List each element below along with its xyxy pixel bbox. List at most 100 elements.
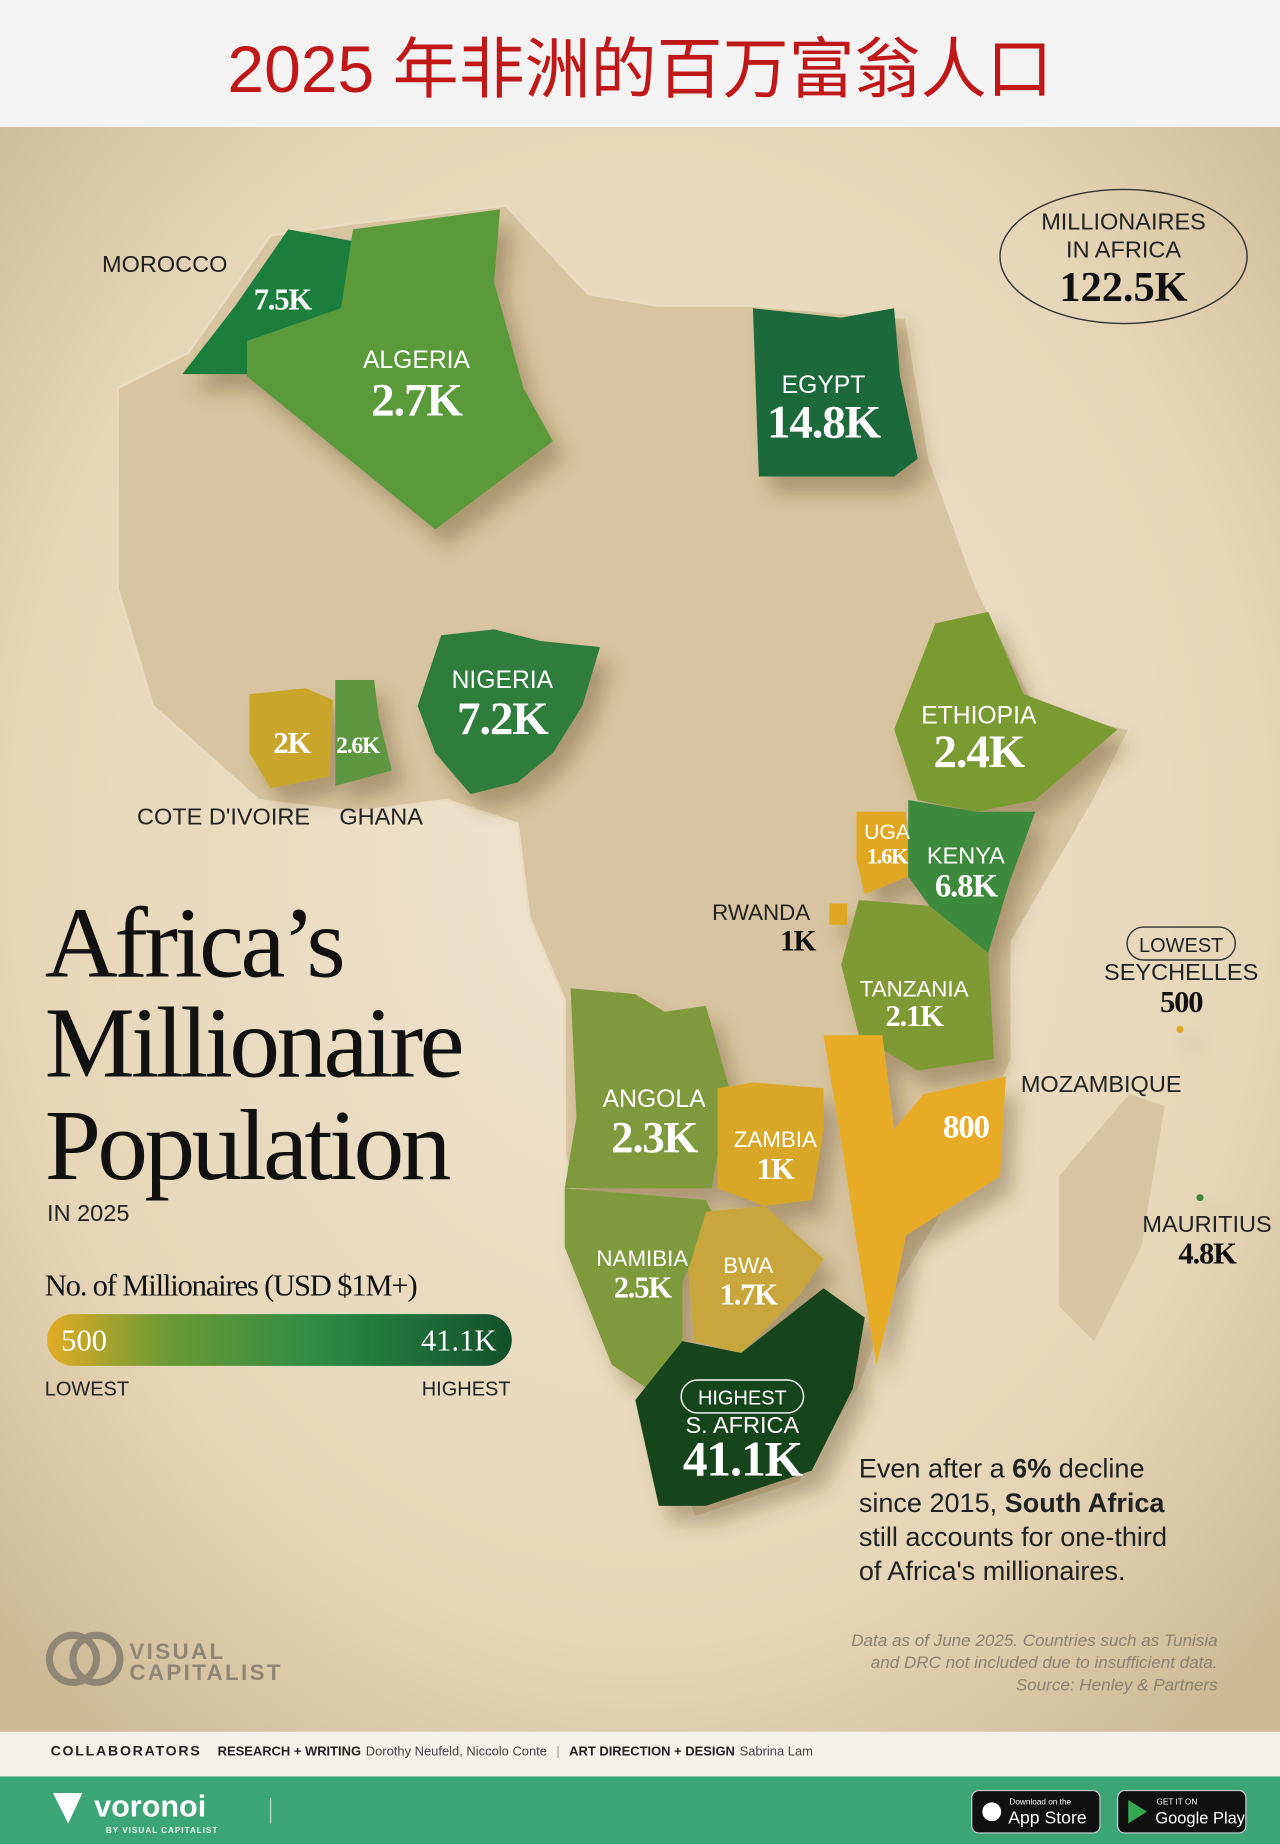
note: Data as of June 2025. Countries such as … [851, 1631, 1217, 1650]
main-title: Millionaire [45, 986, 462, 1098]
legend-min: 500 [61, 1324, 107, 1358]
note: and DRC not included due to insufficient… [871, 1653, 1218, 1672]
cote-divoire-shape [249, 688, 333, 789]
callout: Even after a 6% decline since 2015, South… [859, 1454, 1167, 1586]
country-value: 2.5K [614, 1271, 673, 1305]
main-title: Africa’s [45, 886, 343, 998]
seychelles-dot [1176, 1025, 1184, 1033]
mauritius-dot [1196, 1194, 1204, 1202]
mozambique-shape [823, 1035, 1006, 1365]
country-value: 1K [780, 926, 817, 958]
zambia-shape [717, 1082, 824, 1206]
country-name: ALGERIA [363, 347, 471, 374]
callout-text: of Africa's millionaires. [859, 1556, 1126, 1586]
badge: HIGHEST [698, 1388, 787, 1410]
google-play-button[interactable]: GET IT ON Google Play [1117, 1789, 1247, 1834]
legend-scale [47, 1314, 512, 1366]
callout-text: South Africa [1005, 1488, 1166, 1518]
map: MILLIONAIRES IN AFRICA 122.5K Africa’s M… [0, 188, 1280, 1844]
country-value: 4.8K [1178, 1237, 1237, 1271]
app-store-frame[interactable] [971, 1789, 1101, 1834]
country-name: UGA [864, 821, 911, 844]
uganda-shape [856, 811, 909, 895]
callout-text: 6% [1012, 1454, 1051, 1484]
legend-max-label: HIGHEST [422, 1378, 511, 1400]
country-name: RWANDA [712, 900, 810, 925]
total-label: MILLIONAIRES [1041, 208, 1206, 234]
main-title: Population [45, 1089, 451, 1201]
country-value: 2.7K [371, 374, 463, 426]
country-name: MAURITIUS [1142, 1211, 1271, 1237]
country-value: 7.2K [457, 693, 549, 745]
egypt-shape [752, 308, 918, 477]
play-icon [1128, 1799, 1148, 1824]
country-value: 7.5K [254, 282, 313, 316]
logo-text: CAPITALIST [129, 1660, 282, 1685]
country-name: SEYCHELLES [1104, 959, 1258, 985]
credits-research: RESEARCH + WRITING Dorothy Neufeld, Nicco… [218, 1743, 813, 1758]
country-value: 500 [1160, 985, 1203, 1019]
total-label: IN AFRICA [1066, 237, 1181, 263]
country-value: 1K [757, 1152, 795, 1186]
country-value: 1.7K [720, 1278, 779, 1312]
header-title: 2025 年非洲的百万富翁人口 [227, 32, 1052, 106]
apple-icon [982, 1802, 1002, 1822]
callout-text: decline [1051, 1454, 1144, 1484]
footer-brand[interactable]: voronoi [94, 1789, 206, 1823]
tanzania-shape [841, 899, 995, 1071]
credits-label: ART DIRECTION + DESIGN [569, 1743, 735, 1758]
legend-min-label: LOWEST [45, 1378, 129, 1400]
logo: VISUAL CAPITALIST [45, 1631, 282, 1686]
algeria-shape [247, 209, 553, 530]
country-value: 1.6K [867, 844, 909, 869]
credits-label: RESEARCH + WRITING [218, 1743, 361, 1758]
app-store-small: Download on the [1009, 1798, 1071, 1807]
voronoi-icon [52, 1792, 83, 1824]
country-value: 2.6K [336, 733, 381, 759]
country-value: 2.4K [933, 726, 1025, 778]
country-value: 41.1K [683, 1431, 804, 1486]
country-name: MOZAMBIQUE [1021, 1071, 1182, 1097]
credits-bar [0, 1731, 1280, 1777]
badge-frame [680, 1379, 805, 1414]
kenya-shape [908, 799, 1036, 953]
country-name: MOROCCO [102, 251, 227, 277]
google-play-frame[interactable] [1117, 1789, 1247, 1834]
country-name: ZAMBIA [734, 1127, 817, 1152]
country-name: COTE D'IVOIRE [137, 804, 310, 830]
country-name: ANGOLA [603, 1086, 706, 1113]
header-bar [0, 0, 1280, 127]
total-frame [999, 188, 1248, 325]
subtitle: IN 2025 [47, 1200, 129, 1226]
country-name: S. AFRICA [686, 1412, 800, 1438]
google-play-label: Google Play [1155, 1810, 1245, 1828]
app-store-label: App Store [1008, 1808, 1087, 1828]
country-name: TANZANIA [860, 976, 969, 1001]
country-name: GHANA [339, 804, 423, 830]
badge: LOWEST [1139, 935, 1223, 957]
logo-text: VISUAL [129, 1639, 225, 1664]
credits-divider: | [556, 1743, 559, 1758]
legend-title: No. of Millionaires (USD $1M+) [45, 1268, 417, 1302]
botswana-shape [688, 1205, 824, 1353]
nigeria-shape [417, 629, 600, 795]
countries [182, 209, 1204, 1506]
south-africa-shape [635, 1288, 865, 1506]
badge-frame [1126, 926, 1236, 961]
credits-names: Sabrina Lam [740, 1743, 813, 1758]
morocco-shape [182, 229, 353, 375]
country-value: 6.8K [935, 868, 999, 904]
callout-text: since 2015, [859, 1488, 1005, 1518]
country-name: NIGERIA [452, 667, 554, 694]
google-play-small: GET IT ON [1156, 1798, 1197, 1807]
app-store-button[interactable]: Download on the App Store [971, 1789, 1101, 1834]
country-name: EGYPT [782, 372, 866, 399]
country-value: 2K [273, 726, 311, 760]
credits-heading: COLLABORATORS [51, 1742, 202, 1758]
country-value: 2.1K [885, 999, 944, 1033]
ethiopia-shape [894, 611, 1118, 812]
country-value: 2.3K [611, 1112, 698, 1162]
angola-shape [564, 988, 730, 1189]
footer-brand-sub: BY VISUAL CAPITALIST [106, 1826, 218, 1835]
